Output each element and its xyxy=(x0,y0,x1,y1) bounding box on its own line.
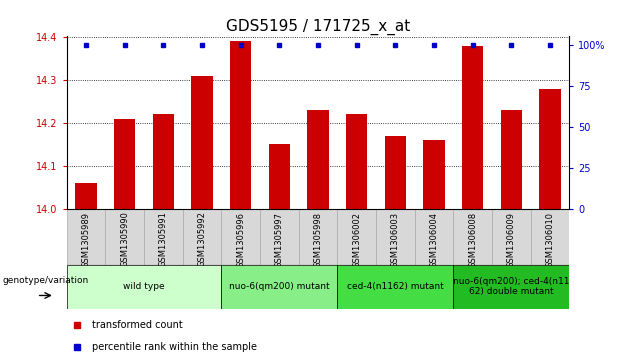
Text: GSM1305991: GSM1305991 xyxy=(159,212,168,268)
Bar xyxy=(385,136,406,209)
Bar xyxy=(221,265,337,309)
Bar xyxy=(221,209,260,265)
Bar xyxy=(230,41,251,209)
Bar xyxy=(453,265,569,309)
Text: percentile rank within the sample: percentile rank within the sample xyxy=(92,342,257,352)
Text: GSM1305992: GSM1305992 xyxy=(198,212,207,268)
Bar xyxy=(415,209,453,265)
Text: GSM1305996: GSM1305996 xyxy=(236,212,245,268)
Bar xyxy=(453,209,492,265)
Bar xyxy=(260,209,299,265)
Bar xyxy=(299,209,337,265)
Bar xyxy=(307,110,329,209)
Text: GSM1306010: GSM1306010 xyxy=(546,212,555,268)
Bar xyxy=(76,183,97,209)
Bar xyxy=(424,140,445,209)
Text: GSM1306003: GSM1306003 xyxy=(391,212,400,268)
Bar xyxy=(462,46,483,209)
Text: GSM1305990: GSM1305990 xyxy=(120,212,129,268)
Bar xyxy=(501,110,522,209)
Bar xyxy=(337,209,376,265)
Bar xyxy=(183,209,221,265)
Bar xyxy=(114,119,135,209)
Bar xyxy=(67,209,106,265)
Text: GSM1305989: GSM1305989 xyxy=(81,212,90,268)
Text: transformed count: transformed count xyxy=(92,320,183,330)
Text: GSM1306009: GSM1306009 xyxy=(507,212,516,268)
Text: GSM1305998: GSM1305998 xyxy=(314,212,322,268)
Bar xyxy=(376,209,415,265)
Bar xyxy=(269,144,290,209)
Title: GDS5195 / 171725_x_at: GDS5195 / 171725_x_at xyxy=(226,19,410,35)
Bar xyxy=(144,209,183,265)
Text: GSM1306008: GSM1306008 xyxy=(468,212,477,268)
Bar xyxy=(346,114,367,209)
Text: GSM1306004: GSM1306004 xyxy=(429,212,438,268)
Bar xyxy=(539,89,560,209)
Text: nuo-6(qm200); ced-4(n11
62) double mutant: nuo-6(qm200); ced-4(n11 62) double mutan… xyxy=(453,277,569,297)
Text: GSM1306002: GSM1306002 xyxy=(352,212,361,268)
Bar xyxy=(106,209,144,265)
Text: nuo-6(qm200) mutant: nuo-6(qm200) mutant xyxy=(229,282,329,291)
Bar xyxy=(67,265,221,309)
Bar xyxy=(530,209,569,265)
Bar xyxy=(191,76,212,209)
Text: genotype/variation: genotype/variation xyxy=(2,276,88,285)
Text: GSM1305997: GSM1305997 xyxy=(275,212,284,268)
Text: wild type: wild type xyxy=(123,282,165,291)
Bar xyxy=(153,114,174,209)
Text: ced-4(n1162) mutant: ced-4(n1162) mutant xyxy=(347,282,444,291)
Bar xyxy=(492,209,530,265)
Bar xyxy=(337,265,453,309)
